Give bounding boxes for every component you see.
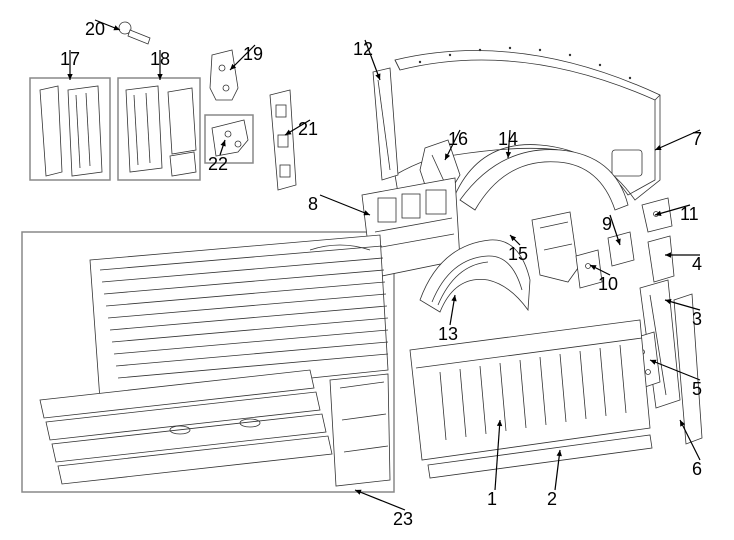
arrowhead-18 (157, 74, 162, 80)
callout-label-13: 13 (438, 324, 458, 345)
callout-label-7: 7 (692, 129, 702, 150)
callout-label-2: 2 (547, 489, 557, 510)
callout-label-8: 8 (308, 194, 318, 215)
part-17-pillar-assy (40, 86, 102, 176)
callout-label-12: 12 (353, 39, 373, 60)
callout-label-18: 18 (150, 49, 170, 70)
callout-label-14: 14 (498, 129, 518, 150)
part-23-bed-floor (40, 235, 390, 486)
part-19-bracket (210, 50, 238, 100)
callout-label-10: 10 (598, 274, 618, 295)
callout-label-16: 16 (448, 129, 468, 150)
callout-label-9: 9 (602, 214, 612, 235)
part-22-small-bracket (212, 120, 248, 156)
callout-label-11: 11 (680, 204, 699, 225)
callout-label-1: 1 (487, 489, 497, 510)
callout-label-20: 20 (85, 19, 105, 40)
leader-23 (355, 490, 405, 510)
part-14-wheel-arch (460, 150, 628, 210)
callout-label-22: 22 (208, 154, 228, 175)
callout-label-6: 6 (692, 459, 702, 480)
callout-label-5: 5 (692, 379, 702, 400)
part-12-pillar (373, 68, 398, 180)
part-21-reinforcement (270, 90, 296, 190)
part-15-inner-support (532, 212, 578, 282)
arrowhead-17 (67, 74, 72, 80)
callout-label-15: 15 (508, 244, 528, 265)
part-20-bolt (119, 22, 150, 44)
callout-label-23: 23 (393, 509, 413, 530)
callout-label-4: 4 (692, 254, 702, 275)
callout-label-3: 3 (692, 309, 702, 330)
callout-label-17: 17 (60, 49, 80, 70)
part-4-corner-cap (648, 236, 674, 282)
arrowhead-13 (451, 295, 456, 301)
arrowhead-14 (506, 152, 511, 158)
callout-label-19: 19 (243, 44, 263, 65)
part-9-bracket (608, 232, 634, 266)
callout-label-21: 21 (298, 119, 318, 140)
part-18-pillar-assy (126, 86, 196, 176)
